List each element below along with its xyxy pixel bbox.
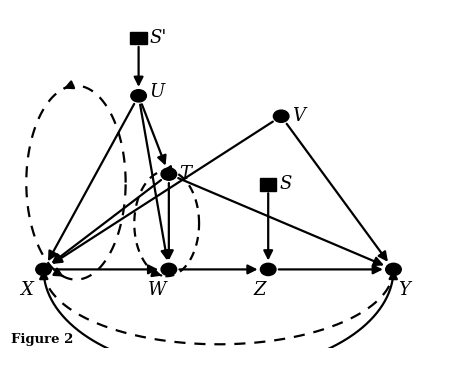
Text: T: T (180, 165, 192, 183)
Circle shape (274, 110, 289, 122)
Text: W: W (148, 281, 166, 299)
Text: S: S (279, 175, 292, 193)
Text: Z: Z (253, 281, 266, 299)
Bar (130, 31, 147, 44)
Circle shape (261, 263, 276, 276)
Bar (260, 178, 276, 191)
Circle shape (36, 263, 51, 276)
Text: Figure 2: Figure 2 (11, 333, 73, 346)
Text: X: X (20, 281, 33, 299)
Text: V: V (292, 107, 305, 125)
Circle shape (161, 263, 176, 276)
Text: U: U (149, 83, 165, 101)
Circle shape (131, 90, 146, 102)
Circle shape (161, 168, 176, 180)
Text: Y: Y (398, 281, 410, 299)
Circle shape (386, 263, 401, 276)
Text: S': S' (149, 29, 167, 47)
